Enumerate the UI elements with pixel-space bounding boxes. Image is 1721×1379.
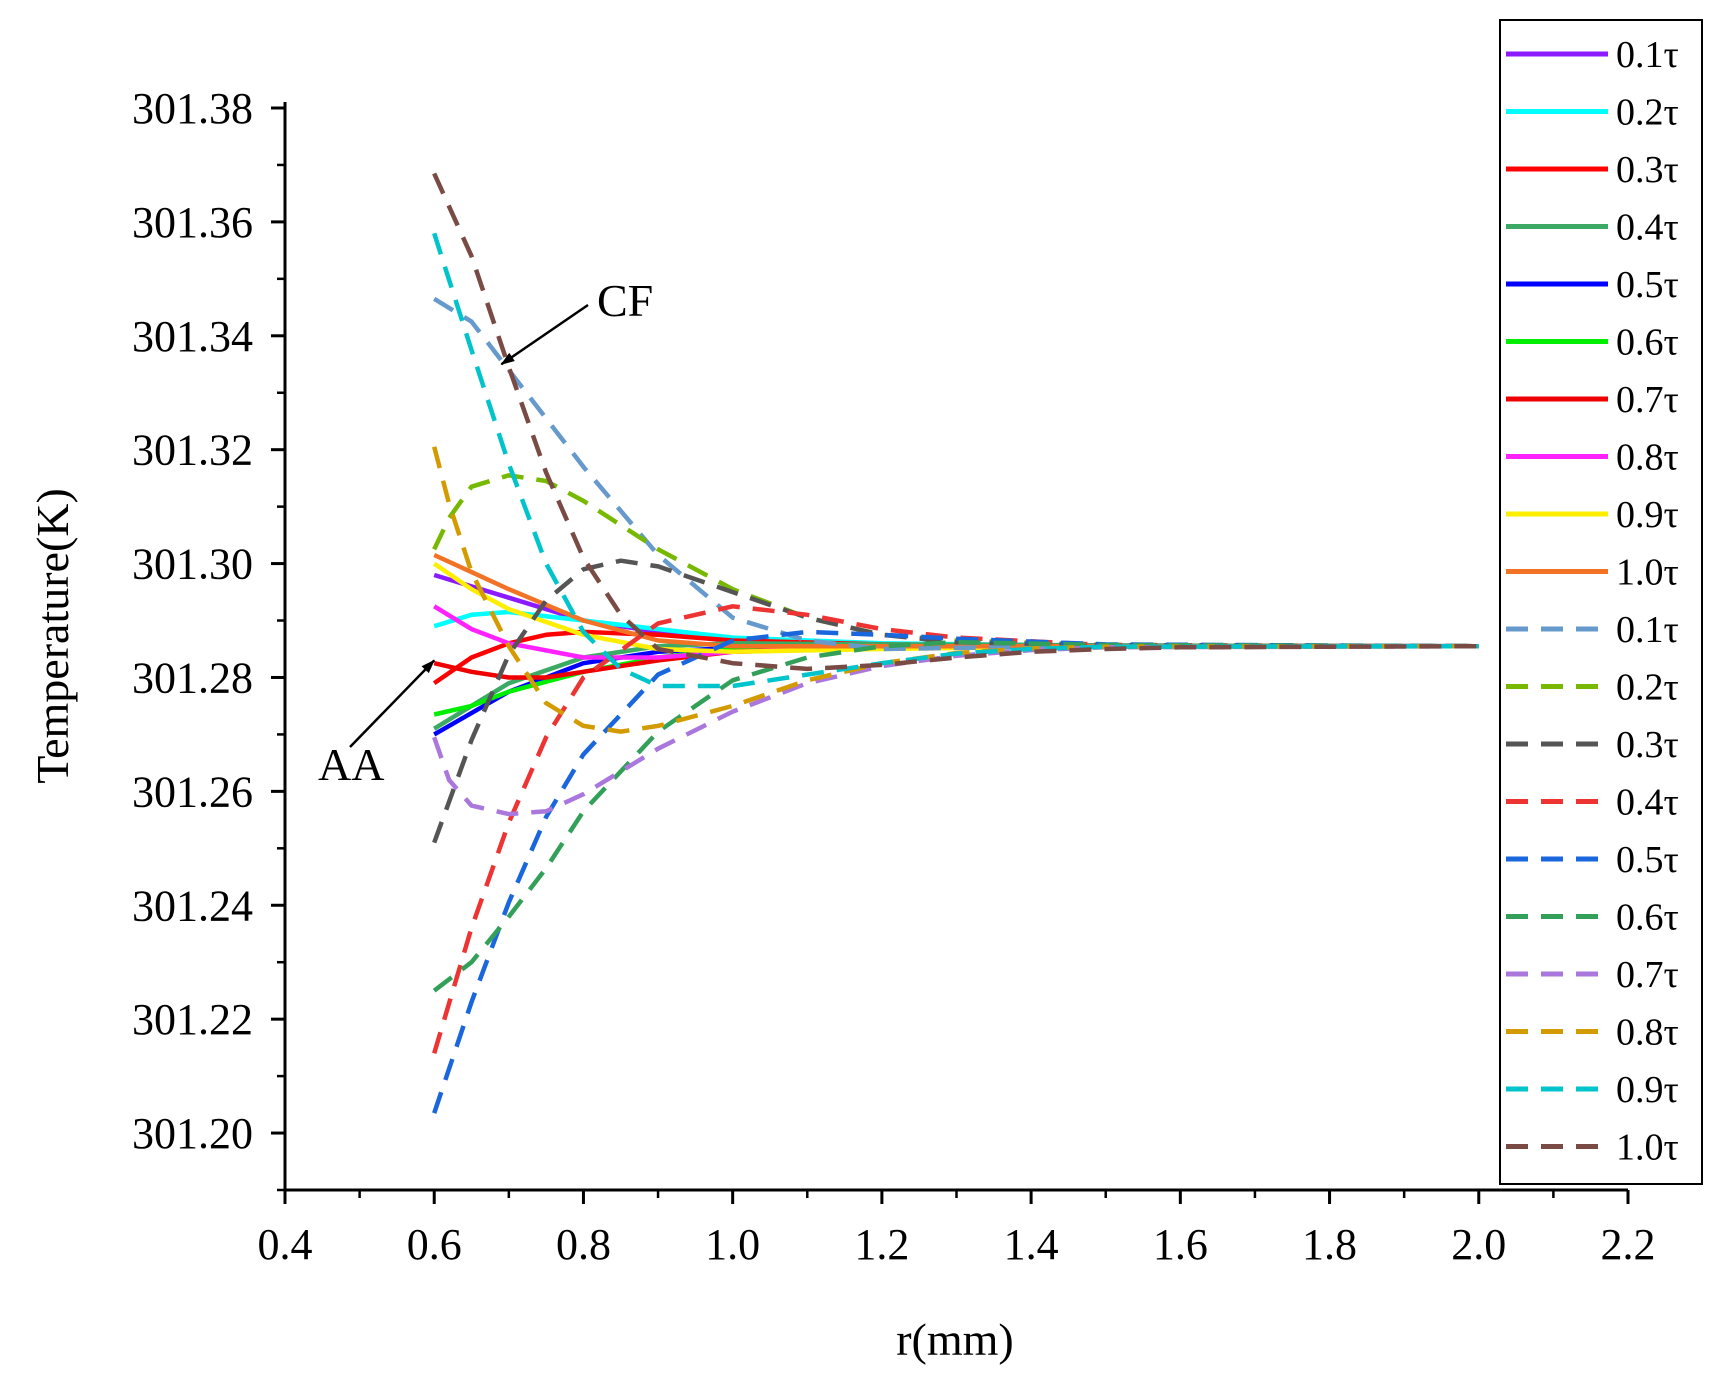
- legend-label: 0.4τ: [1616, 782, 1679, 824]
- legend-label: 0.9τ: [1616, 494, 1679, 536]
- x-tick-label: 1.6: [1153, 1220, 1208, 1269]
- legend-label: 1.0τ: [1616, 1127, 1679, 1169]
- legend-box: [1499, 19, 1703, 1185]
- y-tick-label: 301.34: [132, 312, 253, 361]
- y-tick-label: 301.22: [132, 995, 253, 1044]
- legend-label: 0.7τ: [1616, 954, 1679, 996]
- annotation-label-cf: CF: [597, 275, 653, 326]
- y-tick-label: 301.24: [132, 881, 253, 930]
- x-tick-label: 0.4: [258, 1220, 313, 1269]
- y-tick-label: 301.36: [132, 198, 253, 247]
- x-tick-label: 1.8: [1302, 1220, 1357, 1269]
- plot-area: [432, 172, 1479, 1114]
- series-line-cf-19: [432, 172, 1479, 672]
- legend-label: 0.5τ: [1616, 264, 1679, 306]
- x-tick-label: 0.8: [556, 1220, 611, 1269]
- series-line-cf-12: [432, 558, 1479, 844]
- y-tick-label: 301.38: [132, 84, 253, 133]
- series-line-cf-17: [432, 446, 1479, 734]
- legend-label: 0.8τ: [1616, 437, 1679, 479]
- y-axis-title: Temperature(K): [27, 488, 78, 784]
- series-line-cf-16: [432, 643, 1479, 817]
- legend-label: 1.0τ: [1616, 552, 1679, 594]
- x-tick-label: 2.2: [1601, 1220, 1656, 1269]
- x-tick-label: 1.0: [705, 1220, 760, 1269]
- series-line-cf-14: [432, 629, 1479, 1114]
- y-tick-label: 301.28: [132, 653, 253, 702]
- legend-label: 0.3τ: [1616, 724, 1679, 766]
- legend-label: 0.5τ: [1616, 839, 1679, 881]
- legend: 0.1τ 0.2τ 0.3τ 0.4τ 0.5τ 0.6τ 0.7τ 0.8τ 0.9τ 1.0τ…: [1499, 19, 1703, 1185]
- annotation-label-aa: AA: [318, 739, 384, 790]
- annotations: CF AA: [318, 275, 653, 790]
- y-tick-label: 301.26: [132, 767, 253, 816]
- x-tick-label: 2.0: [1451, 1220, 1506, 1269]
- series-line-cf-15: [432, 639, 1479, 993]
- series-line-cf-10: [433, 296, 1479, 652]
- y-tick-label: 301.20: [132, 1109, 253, 1158]
- legend-label: 0.4τ: [1616, 207, 1679, 249]
- series-line-cf-18: [432, 232, 1479, 689]
- x-tick-label: 1.2: [854, 1220, 909, 1269]
- legend-label: 0.2τ: [1616, 92, 1679, 134]
- y-tick-label: 301.30: [132, 540, 253, 589]
- x-axis-title: r(mm): [896, 1314, 1014, 1365]
- legend-label: 0.6τ: [1616, 322, 1679, 364]
- annotation-arrow-aa: [349, 659, 436, 748]
- legend-label: 0.3τ: [1616, 149, 1679, 191]
- y-tick-label: 301.32: [132, 426, 253, 475]
- legend-label: 0.1τ: [1616, 34, 1679, 76]
- series-line-cf-13: [432, 604, 1479, 1054]
- legend-label: 0.6τ: [1616, 897, 1679, 939]
- annotation-arrow-cf: [500, 303, 589, 366]
- legend-label: 0.8τ: [1616, 1012, 1679, 1054]
- legend-label: 0.2τ: [1616, 667, 1679, 709]
- legend-label: 0.7τ: [1616, 379, 1679, 421]
- x-tick-label: 0.6: [407, 1220, 462, 1269]
- axes: 0.4 0.6 0.8 1.0 1.2 1.4 1.6 1.8 2.0 2.2 301.20 301.…: [132, 84, 1656, 1269]
- x-tick-label: 1.4: [1004, 1220, 1059, 1269]
- legend-label: 0.9τ: [1616, 1069, 1679, 1111]
- legend-label: 0.1τ: [1616, 609, 1679, 651]
